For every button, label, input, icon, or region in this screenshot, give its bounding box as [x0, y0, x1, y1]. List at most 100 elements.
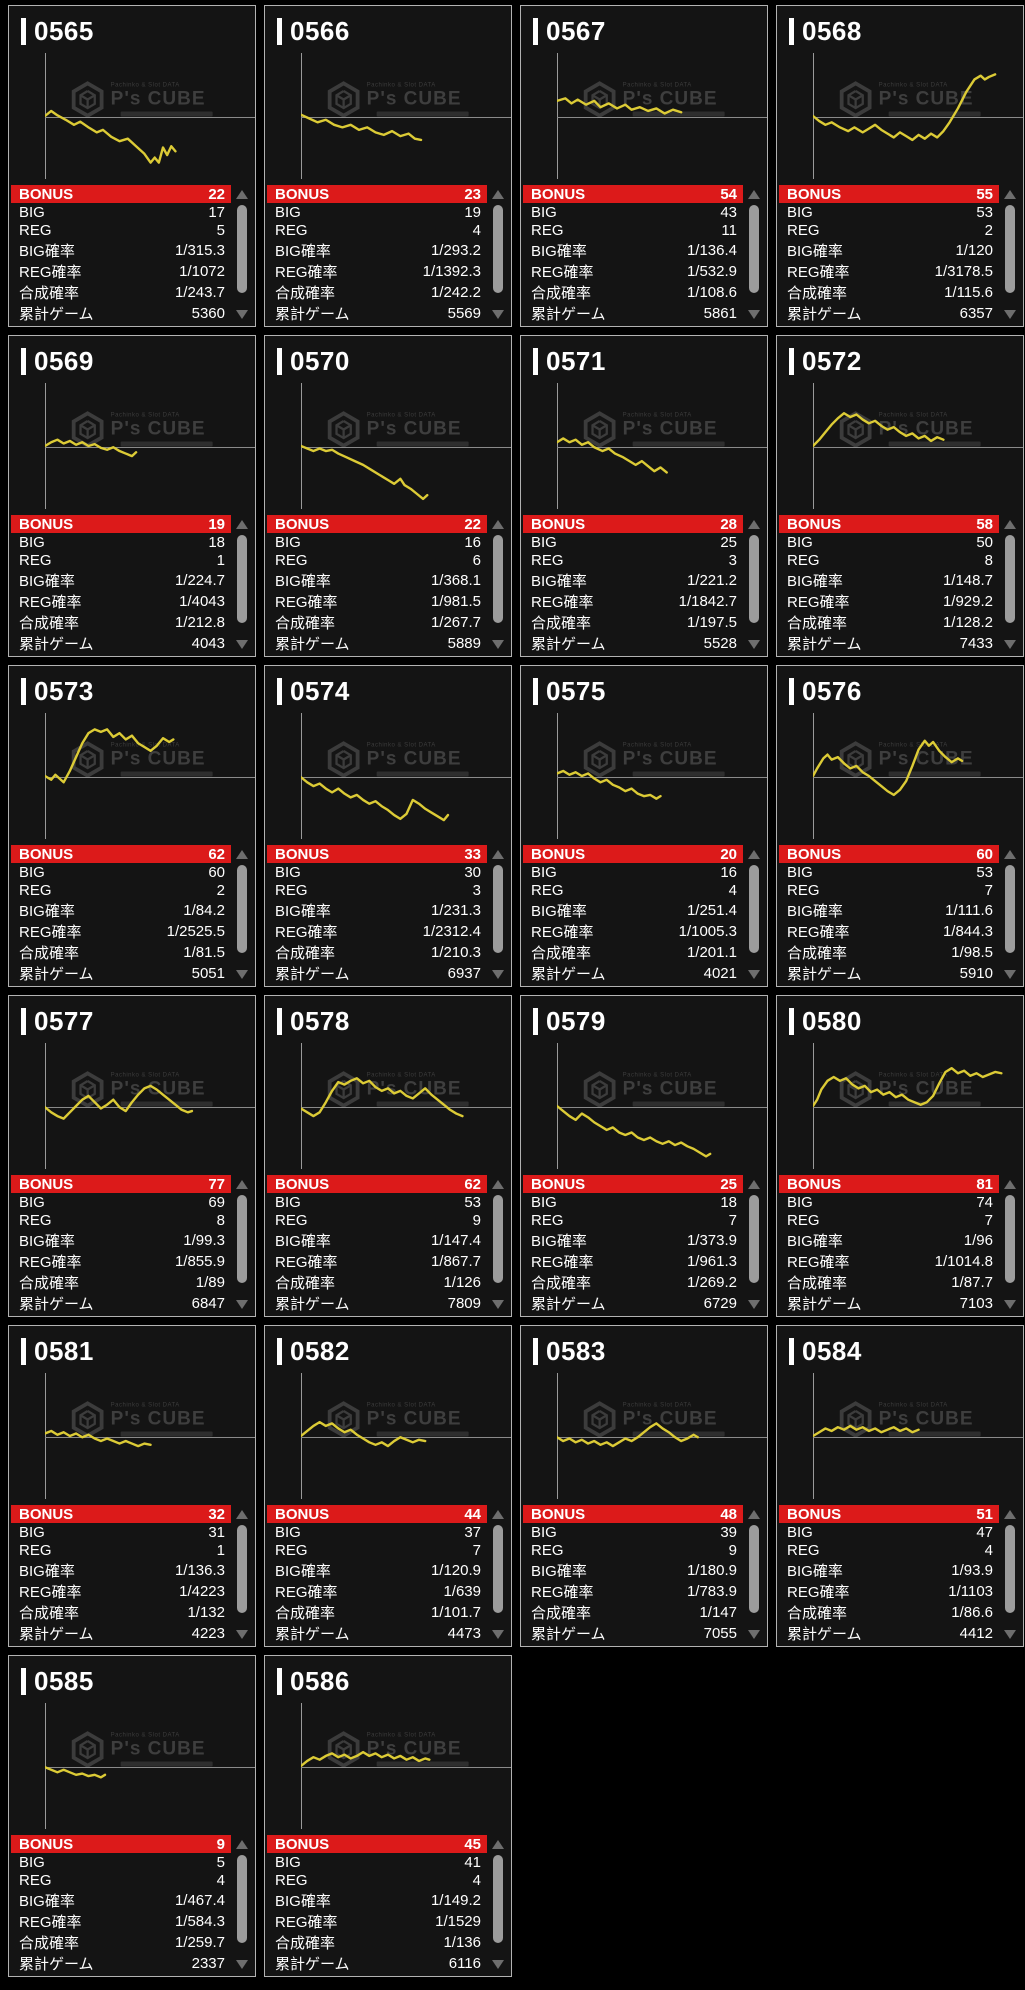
scrollbar-thumb[interactable] [493, 1525, 503, 1613]
scroll-down-icon[interactable] [748, 1630, 760, 1639]
machine-card[interactable]: 0570 Pachinko & Slot DATA P's CUBE [264, 335, 512, 657]
scrollbar-thumb[interactable] [1005, 865, 1015, 953]
scrollbar-thumb[interactable] [749, 865, 759, 953]
machine-card[interactable]: 0584 Pachinko & Slot DATA P's CUBE [776, 1325, 1024, 1647]
stat-value: 8 [216, 1212, 225, 1230]
scrollbar-thumb[interactable] [493, 1195, 503, 1283]
scroll-down-icon[interactable] [1004, 1300, 1016, 1309]
machine-card[interactable]: 0577 Pachinko & Slot DATA P's CUBE [8, 995, 256, 1317]
stat-value: 60 [208, 863, 225, 881]
scrollbar-thumb[interactable] [237, 535, 247, 623]
scroll-up-icon[interactable] [236, 190, 248, 199]
scrollbar-thumb[interactable] [493, 205, 503, 293]
machine-card[interactable]: 0573 Pachinko & Slot DATA P's CUBE [8, 665, 256, 987]
scrollbar-thumb[interactable] [237, 1525, 247, 1613]
scrollbar-thumb[interactable] [749, 205, 759, 293]
scroll-up-icon[interactable] [492, 190, 504, 199]
stat-row: 累計ゲーム 6729 [523, 1293, 743, 1314]
scroll-down-icon[interactable] [492, 1300, 504, 1309]
scroll-down-icon[interactable] [1004, 640, 1016, 649]
scrollbar-thumb[interactable] [237, 865, 247, 953]
machine-card[interactable]: 0572 Pachinko & Slot DATA P's CUBE [776, 335, 1024, 657]
machine-card[interactable]: 0574 Pachinko & Slot DATA P's CUBE [264, 665, 512, 987]
scroll-up-icon[interactable] [492, 520, 504, 529]
machine-card[interactable]: 0579 Pachinko & Slot DATA P's CUBE [520, 995, 768, 1317]
machine-card[interactable]: 0575 Pachinko & Slot DATA P's CUBE [520, 665, 768, 987]
machine-card[interactable]: 0581 Pachinko & Slot DATA P's CUBE [8, 1325, 256, 1647]
scroll-down-icon[interactable] [236, 1960, 248, 1969]
stat-value: 6357 [959, 304, 993, 322]
scrollbar-thumb[interactable] [493, 1855, 503, 1943]
scroll-up-icon[interactable] [748, 1180, 760, 1189]
scroll-up-icon[interactable] [1004, 850, 1016, 859]
scrollbar-thumb[interactable] [1005, 1525, 1015, 1613]
machine-card[interactable]: 0569 Pachinko & Slot DATA P's CUBE [8, 335, 256, 657]
machine-card[interactable]: 0565 Pachinko & Slot DATA P's CUBE [8, 5, 256, 327]
scroll-up-icon[interactable] [748, 1510, 760, 1519]
scroll-down-icon[interactable] [236, 1300, 248, 1309]
scroll-up-icon[interactable] [236, 520, 248, 529]
header-accent-bar [533, 677, 538, 705]
scroll-down-icon[interactable] [236, 970, 248, 979]
scrollbar-thumb[interactable] [749, 1195, 759, 1283]
stat-label: BONUS [787, 845, 842, 863]
scrollbar-thumb[interactable] [237, 1855, 247, 1943]
scroll-down-icon[interactable] [748, 1300, 760, 1309]
scroll-up-icon[interactable] [492, 1180, 504, 1189]
stat-label: REG [19, 1212, 52, 1230]
machine-card[interactable]: 0583 Pachinko & Slot DATA P's CUBE [520, 1325, 768, 1647]
machine-card[interactable]: 0568 Pachinko & Slot DATA P's CUBE [776, 5, 1024, 327]
scroll-down-icon[interactable] [1004, 970, 1016, 979]
scroll-up-icon[interactable] [236, 1840, 248, 1849]
stat-value: 19 [464, 203, 481, 221]
machine-card[interactable]: 0582 Pachinko & Slot DATA P's CUBE [264, 1325, 512, 1647]
scrollbar-thumb[interactable] [1005, 535, 1015, 623]
scrollbar-thumb[interactable] [237, 1195, 247, 1283]
scroll-down-icon[interactable] [1004, 310, 1016, 319]
scroll-down-icon[interactable] [492, 970, 504, 979]
machine-card[interactable]: 0585 Pachinko & Slot DATA P's CUBE [8, 1655, 256, 1977]
scroll-down-icon[interactable] [236, 1630, 248, 1639]
scroll-up-icon[interactable] [748, 850, 760, 859]
slump-graph: Pachinko & Slot DATA P's CUBE [521, 709, 767, 845]
machine-card[interactable]: 0586 Pachinko & Slot DATA P's CUBE [264, 1655, 512, 1977]
machine-card[interactable]: 0576 Pachinko & Slot DATA P's CUBE [776, 665, 1024, 987]
scrollbar-thumb[interactable] [237, 205, 247, 293]
scroll-up-icon[interactable] [492, 850, 504, 859]
scroll-up-icon[interactable] [748, 190, 760, 199]
scroll-down-icon[interactable] [492, 1630, 504, 1639]
scroll-down-icon[interactable] [236, 310, 248, 319]
scrollbar-thumb[interactable] [1005, 1195, 1015, 1283]
scroll-down-icon[interactable] [492, 1960, 504, 1969]
stat-label: 累計ゲーム [531, 305, 606, 323]
scroll-up-icon[interactable] [1004, 1180, 1016, 1189]
machine-card[interactable]: 0571 Pachinko & Slot DATA P's CUBE [520, 335, 768, 657]
scrollbar-thumb[interactable] [493, 865, 503, 953]
scroll-up-icon[interactable] [1004, 190, 1016, 199]
scrollbar-thumb[interactable] [749, 1525, 759, 1613]
scroll-down-icon[interactable] [748, 310, 760, 319]
scroll-down-icon[interactable] [236, 640, 248, 649]
stat-row: 合成確率 1/147 [523, 1602, 743, 1623]
scroll-up-icon[interactable] [1004, 520, 1016, 529]
machine-card[interactable]: 0567 Pachinko & Slot DATA P's CUBE [520, 5, 768, 327]
scroll-down-icon[interactable] [492, 640, 504, 649]
machine-card[interactable]: 0566 Pachinko & Slot DATA P's CUBE [264, 5, 512, 327]
scroll-down-icon[interactable] [492, 310, 504, 319]
scroll-down-icon[interactable] [748, 640, 760, 649]
scroll-up-icon[interactable] [236, 1510, 248, 1519]
scrollbar-thumb[interactable] [749, 535, 759, 623]
machine-card[interactable]: 0578 Pachinko & Slot DATA P's CUBE [264, 995, 512, 1317]
scroll-up-icon[interactable] [492, 1840, 504, 1849]
scroll-up-icon[interactable] [236, 1180, 248, 1189]
scroll-up-icon[interactable] [1004, 1510, 1016, 1519]
machine-card[interactable]: 0580 Pachinko & Slot DATA P's CUBE [776, 995, 1024, 1317]
scroll-up-icon[interactable] [492, 1510, 504, 1519]
scroll-down-icon[interactable] [748, 970, 760, 979]
scrollbar-thumb[interactable] [493, 535, 503, 623]
scroll-up-icon[interactable] [748, 520, 760, 529]
scroll-up-icon[interactable] [236, 850, 248, 859]
scrollbar-thumb[interactable] [1005, 205, 1015, 293]
stat-row: 累計ゲーム 4223 [11, 1623, 231, 1644]
scroll-down-icon[interactable] [1004, 1630, 1016, 1639]
